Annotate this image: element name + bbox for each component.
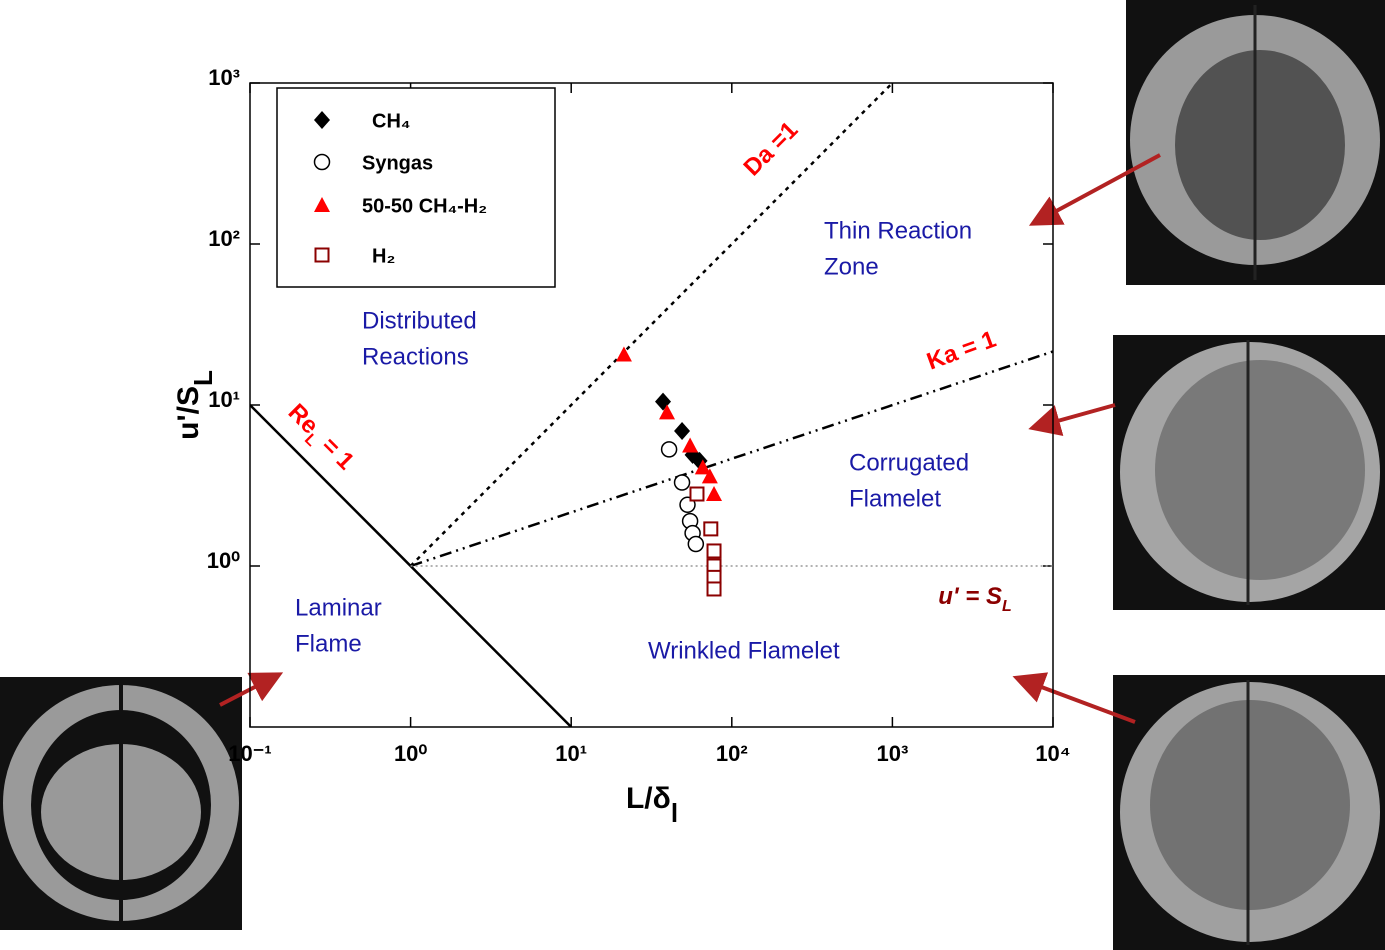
data-point	[688, 536, 703, 551]
label: Ka = 1	[923, 326, 999, 376]
x-tick-label: 10¹	[555, 741, 587, 766]
legend-symbol	[315, 155, 330, 170]
x-tick-label: 10⁴	[1035, 741, 1070, 766]
x-tick-label: 10³	[877, 741, 909, 766]
label: L/δl	[626, 782, 678, 828]
label: Da =1	[739, 117, 804, 182]
data-point	[616, 346, 632, 361]
data-point	[704, 522, 717, 535]
data-point	[708, 582, 721, 595]
x-tick-label: 10⁻¹	[228, 741, 271, 766]
legend-text: H₂	[372, 245, 395, 267]
data-point	[662, 442, 677, 457]
data-point	[706, 486, 722, 501]
photo-thin-reaction	[1126, 0, 1385, 285]
y-tick-label: 10²	[208, 226, 240, 251]
region-label: Flamelet	[849, 485, 941, 512]
data-point	[674, 422, 690, 440]
region-label: Thin Reaction	[824, 217, 972, 244]
region-label: Wrinkled Flamelet	[648, 637, 840, 664]
y-tick-label: 10⁰	[207, 548, 240, 573]
label-subscript: l	[671, 798, 678, 828]
label-text: Ka = 1	[923, 326, 999, 376]
data-point	[690, 488, 703, 501]
y-tick-label: 10¹	[208, 387, 240, 412]
region-label: Laminar	[295, 594, 382, 621]
legend-text: Syngas	[362, 152, 433, 174]
label-text: L/δ	[626, 782, 671, 815]
y-tick-label: 10³	[208, 65, 240, 90]
label-subscript: L	[1002, 598, 1012, 615]
data-point	[708, 544, 721, 557]
label-text: u' = S	[938, 583, 1002, 610]
arrow	[1036, 405, 1115, 427]
region-label: Distributed	[362, 307, 477, 334]
figure: 10⁻¹10⁰10¹10²10³10⁴10⁰10¹10²10³L/δlu'/SL…	[0, 0, 1385, 950]
x-tick-label: 10²	[716, 741, 748, 766]
x-tick-label: 10⁰	[394, 741, 427, 766]
legend-text: 50-50 CH₄-H₂	[362, 195, 487, 217]
region-label: Flame	[295, 630, 362, 657]
photo-corrugated	[1113, 335, 1385, 610]
label-text: u'/S	[172, 386, 205, 440]
legend-text: CH₄	[372, 110, 410, 132]
photo-laminar	[0, 677, 242, 930]
data-point	[682, 438, 698, 453]
region-label: Zone	[824, 253, 879, 280]
label: ReL = 1	[279, 399, 359, 479]
label: u' = SL	[938, 583, 1012, 614]
data-point	[675, 475, 690, 490]
label-subscript: L	[188, 370, 218, 386]
legend-symbol	[316, 249, 329, 262]
region-label: Reactions	[362, 343, 469, 370]
photo-wrinkled	[1113, 675, 1385, 950]
label-text: Da =1	[739, 117, 804, 182]
region-label: Corrugated	[849, 449, 969, 476]
